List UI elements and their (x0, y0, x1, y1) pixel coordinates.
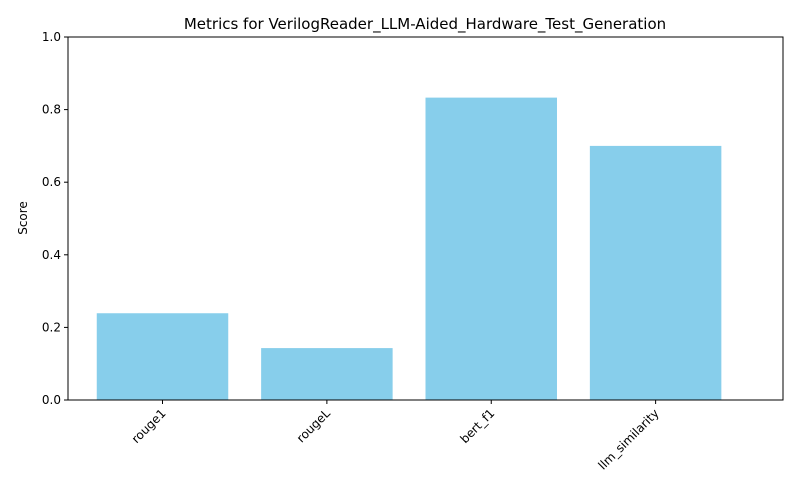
y-tick-label-2: 0.4 (42, 248, 61, 262)
chart-title: Metrics for VerilogReader_LLM-Aided_Hard… (184, 15, 666, 34)
x-tick-label-llm_similarity: llm_similarity (595, 406, 661, 472)
y-tick-label-4: 0.8 (42, 103, 61, 117)
x-tick-label-rouge1: rouge1 (129, 406, 169, 446)
x-tick-label-rougeL: rougeL (294, 406, 333, 445)
bar-llm_similarity (589, 145, 722, 400)
y-tick-label-5: 1.0 (42, 30, 61, 44)
y-axis-label: Score (16, 201, 30, 235)
y-tick-label-0: 0.0 (42, 393, 61, 407)
bars-group (96, 97, 722, 401)
plot-frame (67, 36, 784, 401)
bar-bert_f1 (425, 97, 557, 401)
bar-rougeL (261, 348, 393, 400)
x-axis: rouge1 rougeL bert_f1 llm_similarity (129, 400, 662, 473)
x-tick-label-bert_f1: bert_f1 (457, 406, 497, 446)
y-axis: 0.0 0.2 0.4 0.6 0.8 1.0 (42, 30, 68, 407)
bar-rouge1 (96, 313, 229, 400)
y-tick-label-1: 0.2 (42, 320, 61, 334)
y-tick-label-3: 0.6 (42, 175, 61, 189)
